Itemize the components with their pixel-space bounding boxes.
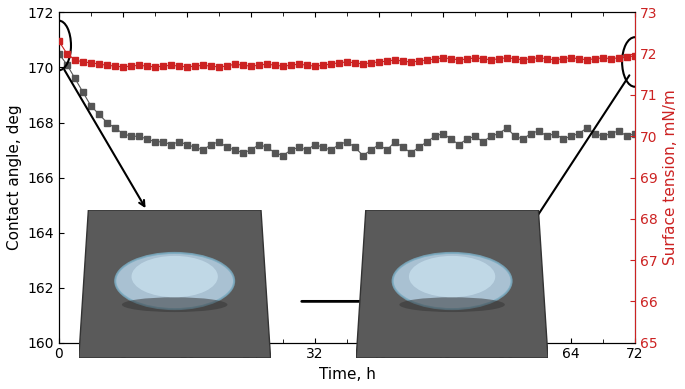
- Ellipse shape: [115, 253, 234, 309]
- Ellipse shape: [393, 253, 512, 309]
- Ellipse shape: [409, 256, 495, 297]
- Ellipse shape: [122, 297, 227, 312]
- Y-axis label: Contact angle, deg: Contact angle, deg: [7, 105, 22, 251]
- Polygon shape: [79, 210, 271, 358]
- X-axis label: Time, h: Time, h: [319, 367, 375, 382]
- Y-axis label: Surface tension, mN/m: Surface tension, mN/m: [663, 90, 678, 265]
- Polygon shape: [356, 210, 548, 358]
- Text: 0-h contact: 0-h contact: [147, 315, 227, 329]
- Ellipse shape: [399, 297, 505, 312]
- Text: 72-h contact: 72-h contact: [431, 315, 519, 329]
- Ellipse shape: [132, 256, 218, 297]
